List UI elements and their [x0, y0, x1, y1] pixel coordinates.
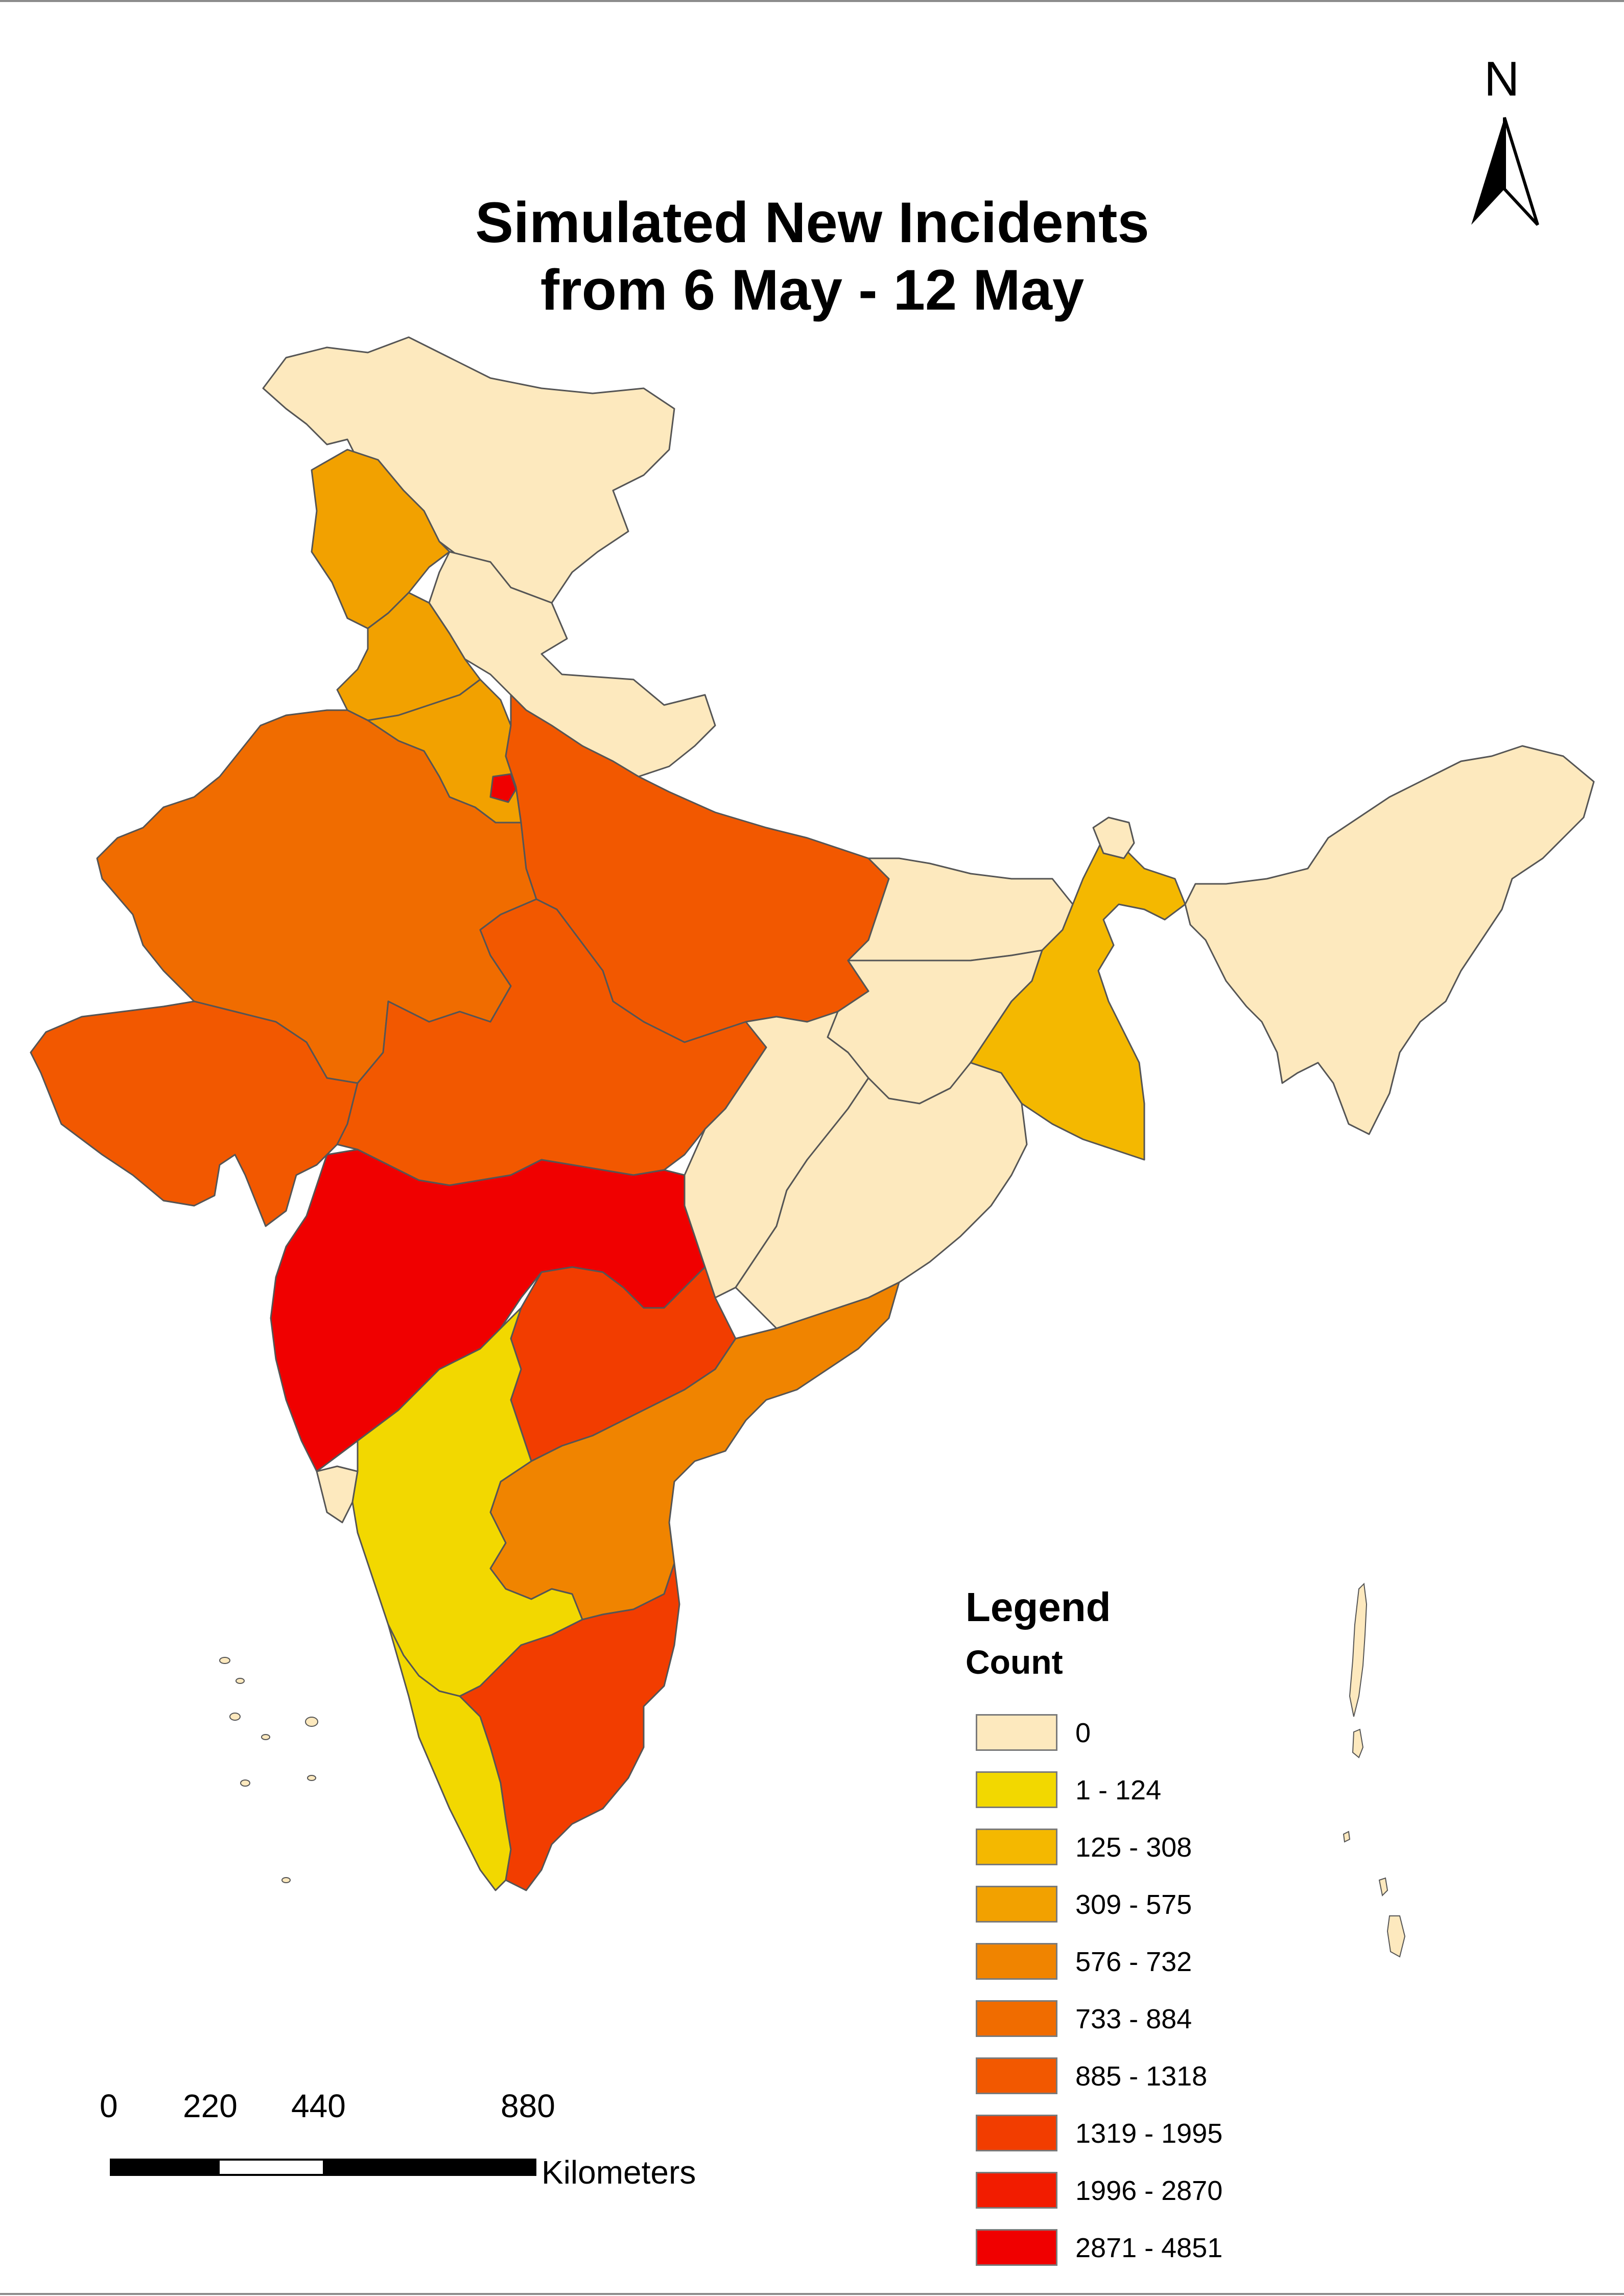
legend-swatch: [976, 2000, 1057, 2037]
legend-swatch: [976, 1714, 1057, 1751]
legend-label: 885 - 1318: [1075, 2061, 1208, 2092]
region-andaman-nicobar[interactable]: [1343, 1582, 1406, 1958]
region-northeast[interactable]: [1184, 745, 1595, 1135]
region-tamil-nadu[interactable]: [459, 1562, 680, 1891]
legend-swatch: [976, 1943, 1057, 1980]
north-arrow-icon: [1471, 117, 1539, 226]
legend-swatch: [976, 2229, 1057, 2266]
legend-swatch: [976, 2115, 1057, 2151]
legend-swatch: [976, 1829, 1057, 1865]
legend-title: Legend: [966, 1584, 1111, 1630]
bottom-frame-line: [0, 2293, 1624, 2295]
north-arrow-label: N: [1484, 52, 1520, 106]
scale-tick-0: 0: [100, 2088, 118, 2124]
legend-swatch: [976, 2057, 1057, 2094]
top-frame-line: [0, 0, 1624, 2]
legend-label: 576 - 732: [1075, 1947, 1192, 1977]
region-himachal-pradesh[interactable]: [311, 449, 451, 629]
map-title-line-2: from 6 May - 12 May: [540, 258, 1085, 322]
legend-label: 125 - 308: [1075, 1832, 1192, 1863]
region-gujarat[interactable]: [30, 1000, 359, 1227]
region-west-bengal[interactable]: [970, 837, 1186, 1161]
region-sikkim[interactable]: [1092, 816, 1135, 859]
region-delhi[interactable]: [489, 773, 517, 803]
scale-segment-3: [323, 2159, 536, 2176]
legend-label: 309 - 575: [1075, 1889, 1192, 1920]
scale-tick-220: 220: [183, 2088, 238, 2124]
scale-tick-880: 880: [501, 2088, 555, 2124]
legend-swatch: [976, 1886, 1057, 1923]
region-goa[interactable]: [316, 1465, 359, 1524]
legend-label: 1 - 124: [1075, 1775, 1162, 1806]
legend-label: 1319 - 1995: [1075, 2118, 1223, 2149]
map-title: Simulated New Incidents from 6 May - 12 …: [358, 189, 1267, 324]
scale-tick-440: 440: [291, 2088, 346, 2124]
map-title-line-1: Simulated New Incidents: [475, 191, 1149, 254]
scale-bar: 0 220 440 880 Kilometers: [100, 2087, 766, 2220]
legend-label: 2871 - 4851: [1075, 2233, 1223, 2263]
region-lakshadweep[interactable]: [219, 1657, 318, 1883]
scale-segment-2: [218, 2159, 325, 2176]
legend-label: 733 - 884: [1075, 2004, 1192, 2034]
legend-label: 1996 - 2870: [1075, 2175, 1223, 2206]
scale-unit-label: Kilometers: [542, 2154, 696, 2191]
legend-subtitle: Count: [966, 1643, 1063, 1681]
legend-label: 0: [1075, 1718, 1091, 1748]
legend-swatch: [976, 1771, 1057, 1808]
legend-swatch: [976, 2172, 1057, 2209]
scale-segment-1: [110, 2159, 220, 2176]
